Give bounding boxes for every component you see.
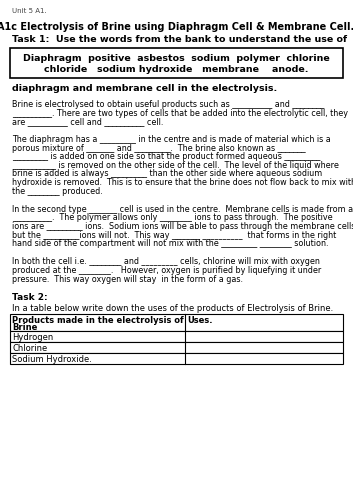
Text: A1c Electrolysis of Brine using Diaphragm Cell & Membrane Cell.: A1c Electrolysis of Brine using Diaphrag… <box>0 22 353 32</box>
Text: Unit 5 A1.: Unit 5 A1. <box>12 8 47 14</box>
Text: Products made in the electrolysis of: Products made in the electrolysis of <box>12 316 184 325</box>
Text: hand side of the compartment will not mix with the _________ ________ solution.: hand side of the compartment will not mi… <box>12 239 329 248</box>
Text: Sodium Hydroxide.: Sodium Hydroxide. <box>12 355 92 364</box>
Text: In the second type _______ cell is used in the centre.  Membrane cells is made f: In the second type _______ cell is used … <box>12 205 353 214</box>
Text: the ________ produced.: the ________ produced. <box>12 186 103 196</box>
Text: produced at the ________.   However, oxygen is purified by liquefying it under: produced at the ________. However, oxyge… <box>12 266 321 275</box>
Text: Chlorine: Chlorine <box>12 344 47 353</box>
Text: are __________ cell and __________ cell.: are __________ cell and __________ cell. <box>12 117 163 126</box>
Text: chloride   sodium hydroxide   membrane    anode.: chloride sodium hydroxide membrane anode… <box>44 65 309 74</box>
Text: Diaphragm  positive  asbestos  sodium  polymer  chlorine: Diaphragm positive asbestos sodium polym… <box>23 54 330 63</box>
Text: Brine: Brine <box>12 323 37 332</box>
Text: diaphragm and membrane cell in the electrolysis.: diaphragm and membrane cell in the elect… <box>12 84 277 93</box>
Text: Hydrogen: Hydrogen <box>12 333 53 342</box>
Text: __________. There are two types of cells that be added into the electrolytic cel: __________. There are two types of cells… <box>12 108 348 118</box>
Text: Task 1:  Use the words from the bank to understand the use of: Task 1: Use the words from the bank to u… <box>12 35 347 44</box>
Text: Task 2:: Task 2: <box>12 293 48 302</box>
Text: _________ is added on one side so that the product formed aqueous _________: _________ is added on one side so that t… <box>12 152 321 162</box>
Text: The diaphragm has a _________ in the centre and is made of material which is a: The diaphragm has a _________ in the cen… <box>12 136 331 144</box>
Text: Brine is electrolysed to obtain useful products such as __________ and ________: Brine is electrolysed to obtain useful p… <box>12 100 324 109</box>
Text: but the _________ions will not.  This way _______ __________  that forms in the : but the _________ions will not. This way… <box>12 230 336 239</box>
Text: porous mixture of _______ and _________.  The brine also known as _______: porous mixture of _______ and _________.… <box>12 144 306 153</box>
Text: ___________ is removed on the other side of the cell.  The level of the liquid w: ___________ is removed on the other side… <box>12 161 339 170</box>
Text: In both the cell i.e. ________ and _________ cells, chlorine will mix with oxyge: In both the cell i.e. ________ and _____… <box>12 258 320 266</box>
Text: Uses.: Uses. <box>187 316 213 325</box>
Text: In a table below write down the uses of the products of Electrolysis of Brine.: In a table below write down the uses of … <box>12 304 333 313</box>
Text: brine is added is always _________ than the other side where aqueous sodium: brine is added is always _________ than … <box>12 170 322 178</box>
Text: pressure.  This way oxygen will stay  in the form of a gas.: pressure. This way oxygen will stay in t… <box>12 274 243 283</box>
Text: __________.  The polymer allows only ________ ions to pass through.  The positiv: __________. The polymer allows only ____… <box>12 214 333 222</box>
Text: ions are _________ ions.  Sodium ions will be able to pass through the membrane : ions are _________ ions. Sodium ions wil… <box>12 222 353 231</box>
Text: hydroxide is removed.  This is to ensure that the brine does not flow back to mi: hydroxide is removed. This is to ensure … <box>12 178 353 187</box>
